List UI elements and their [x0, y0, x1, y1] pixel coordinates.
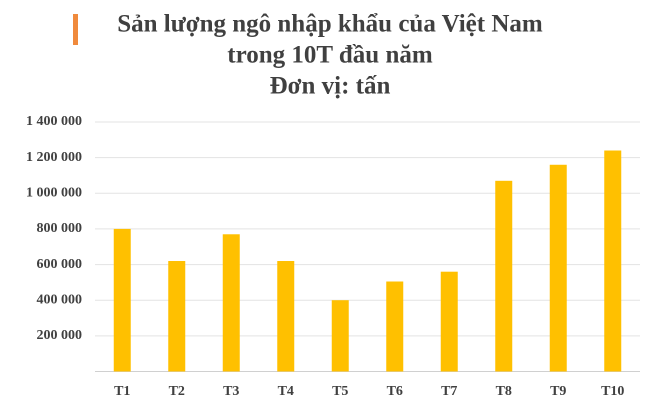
x-tick-label: T7: [441, 384, 457, 399]
bar: [440, 271, 458, 372]
x-tick-label: T5: [332, 384, 348, 399]
bar: [331, 300, 349, 372]
x-tick-label: T3: [223, 384, 239, 399]
chart-subtitle: Đơn vị: tấn: [270, 73, 391, 100]
chart-title: trong 10T đầu năm: [227, 42, 433, 69]
x-tick-label: T9: [550, 384, 566, 399]
y-tick-label: 1 000 000: [26, 186, 82, 201]
y-tick-label: 400 000: [37, 292, 83, 307]
x-tick-label: T8: [496, 384, 512, 399]
bar: [277, 261, 295, 372]
x-tick-label: T10: [601, 384, 624, 399]
x-tick-label: T2: [169, 384, 185, 399]
y-tick-label: 800 000: [37, 221, 83, 236]
y-tick-label: 1 200 000: [26, 150, 82, 165]
bar: [604, 150, 622, 372]
bar: [113, 228, 131, 372]
y-tick-label: 200 000: [37, 328, 83, 343]
bar: [222, 234, 240, 372]
y-tick-label: 600 000: [37, 257, 83, 272]
bar: [495, 180, 513, 372]
bar: [386, 281, 404, 372]
x-tick-label: T1: [114, 384, 130, 399]
bar: [168, 261, 186, 372]
x-tick-label: T6: [387, 384, 403, 399]
bar: [549, 164, 567, 372]
x-tick-label: T4: [278, 384, 294, 399]
chart-title: Sản lượng ngô nhập khẩu của Việt Nam: [117, 11, 543, 38]
y-tick-label: 1 400 000: [26, 114, 82, 129]
title-accent: [73, 14, 78, 45]
